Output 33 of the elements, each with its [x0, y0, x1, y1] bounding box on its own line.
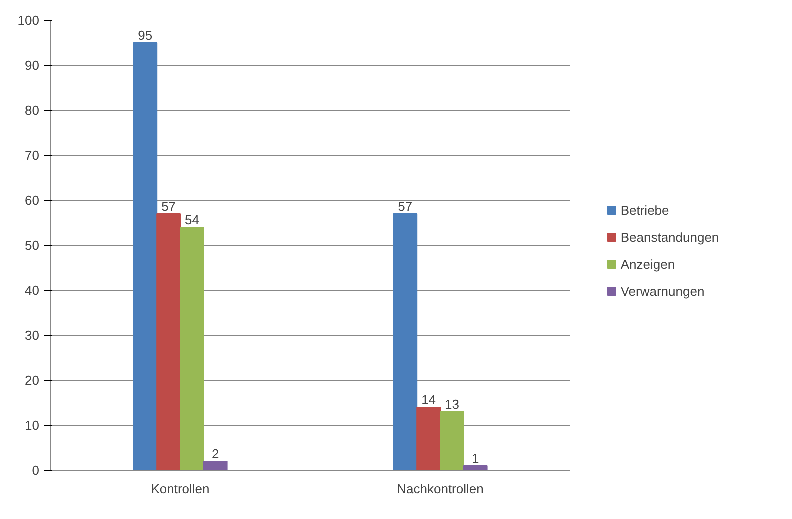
data-label: 95 — [138, 28, 153, 43]
bar — [440, 412, 464, 470]
data-label: 1 — [472, 451, 480, 466]
y-tick-label: 90 — [25, 58, 40, 73]
data-label: 57 — [398, 199, 413, 214]
bar — [180, 227, 204, 470]
y-tick-label: 40 — [25, 283, 40, 298]
x-tick-label: Kontrollen — [151, 482, 210, 496]
data-label: 14 — [422, 392, 436, 408]
y-tick-label: 70 — [25, 148, 40, 163]
y-tick-label: 80 — [25, 103, 40, 118]
x-tick-label: Nachkontrollen — [397, 482, 484, 496]
y-tick-label: 30 — [25, 328, 40, 343]
y-tick-label: 20 — [25, 373, 40, 388]
data-label: 54 — [184, 212, 200, 228]
data-label: 2 — [212, 446, 220, 462]
legend-label: Beanstandungen — [620, 230, 720, 244]
legend-label: Betriebe — [620, 202, 670, 218]
bar — [416, 407, 441, 470]
data-label: 13 — [444, 397, 460, 412]
bar — [463, 466, 488, 470]
legend-label: Verwarnungen — [620, 284, 705, 298]
y-tick-label: 50 — [25, 238, 40, 253]
bar — [393, 214, 418, 470]
y-tick-label: 60 — [25, 193, 40, 208]
y-tick-label: 10 — [25, 418, 40, 433]
y-tick-label: 0 — [32, 463, 40, 478]
legend-label: Anzeigen — [620, 256, 676, 272]
bar — [133, 42, 158, 470]
bar — [203, 461, 228, 470]
data-label: 57 — [162, 199, 176, 214]
bar — [156, 214, 181, 470]
y-tick-label: 100 — [18, 13, 40, 28]
